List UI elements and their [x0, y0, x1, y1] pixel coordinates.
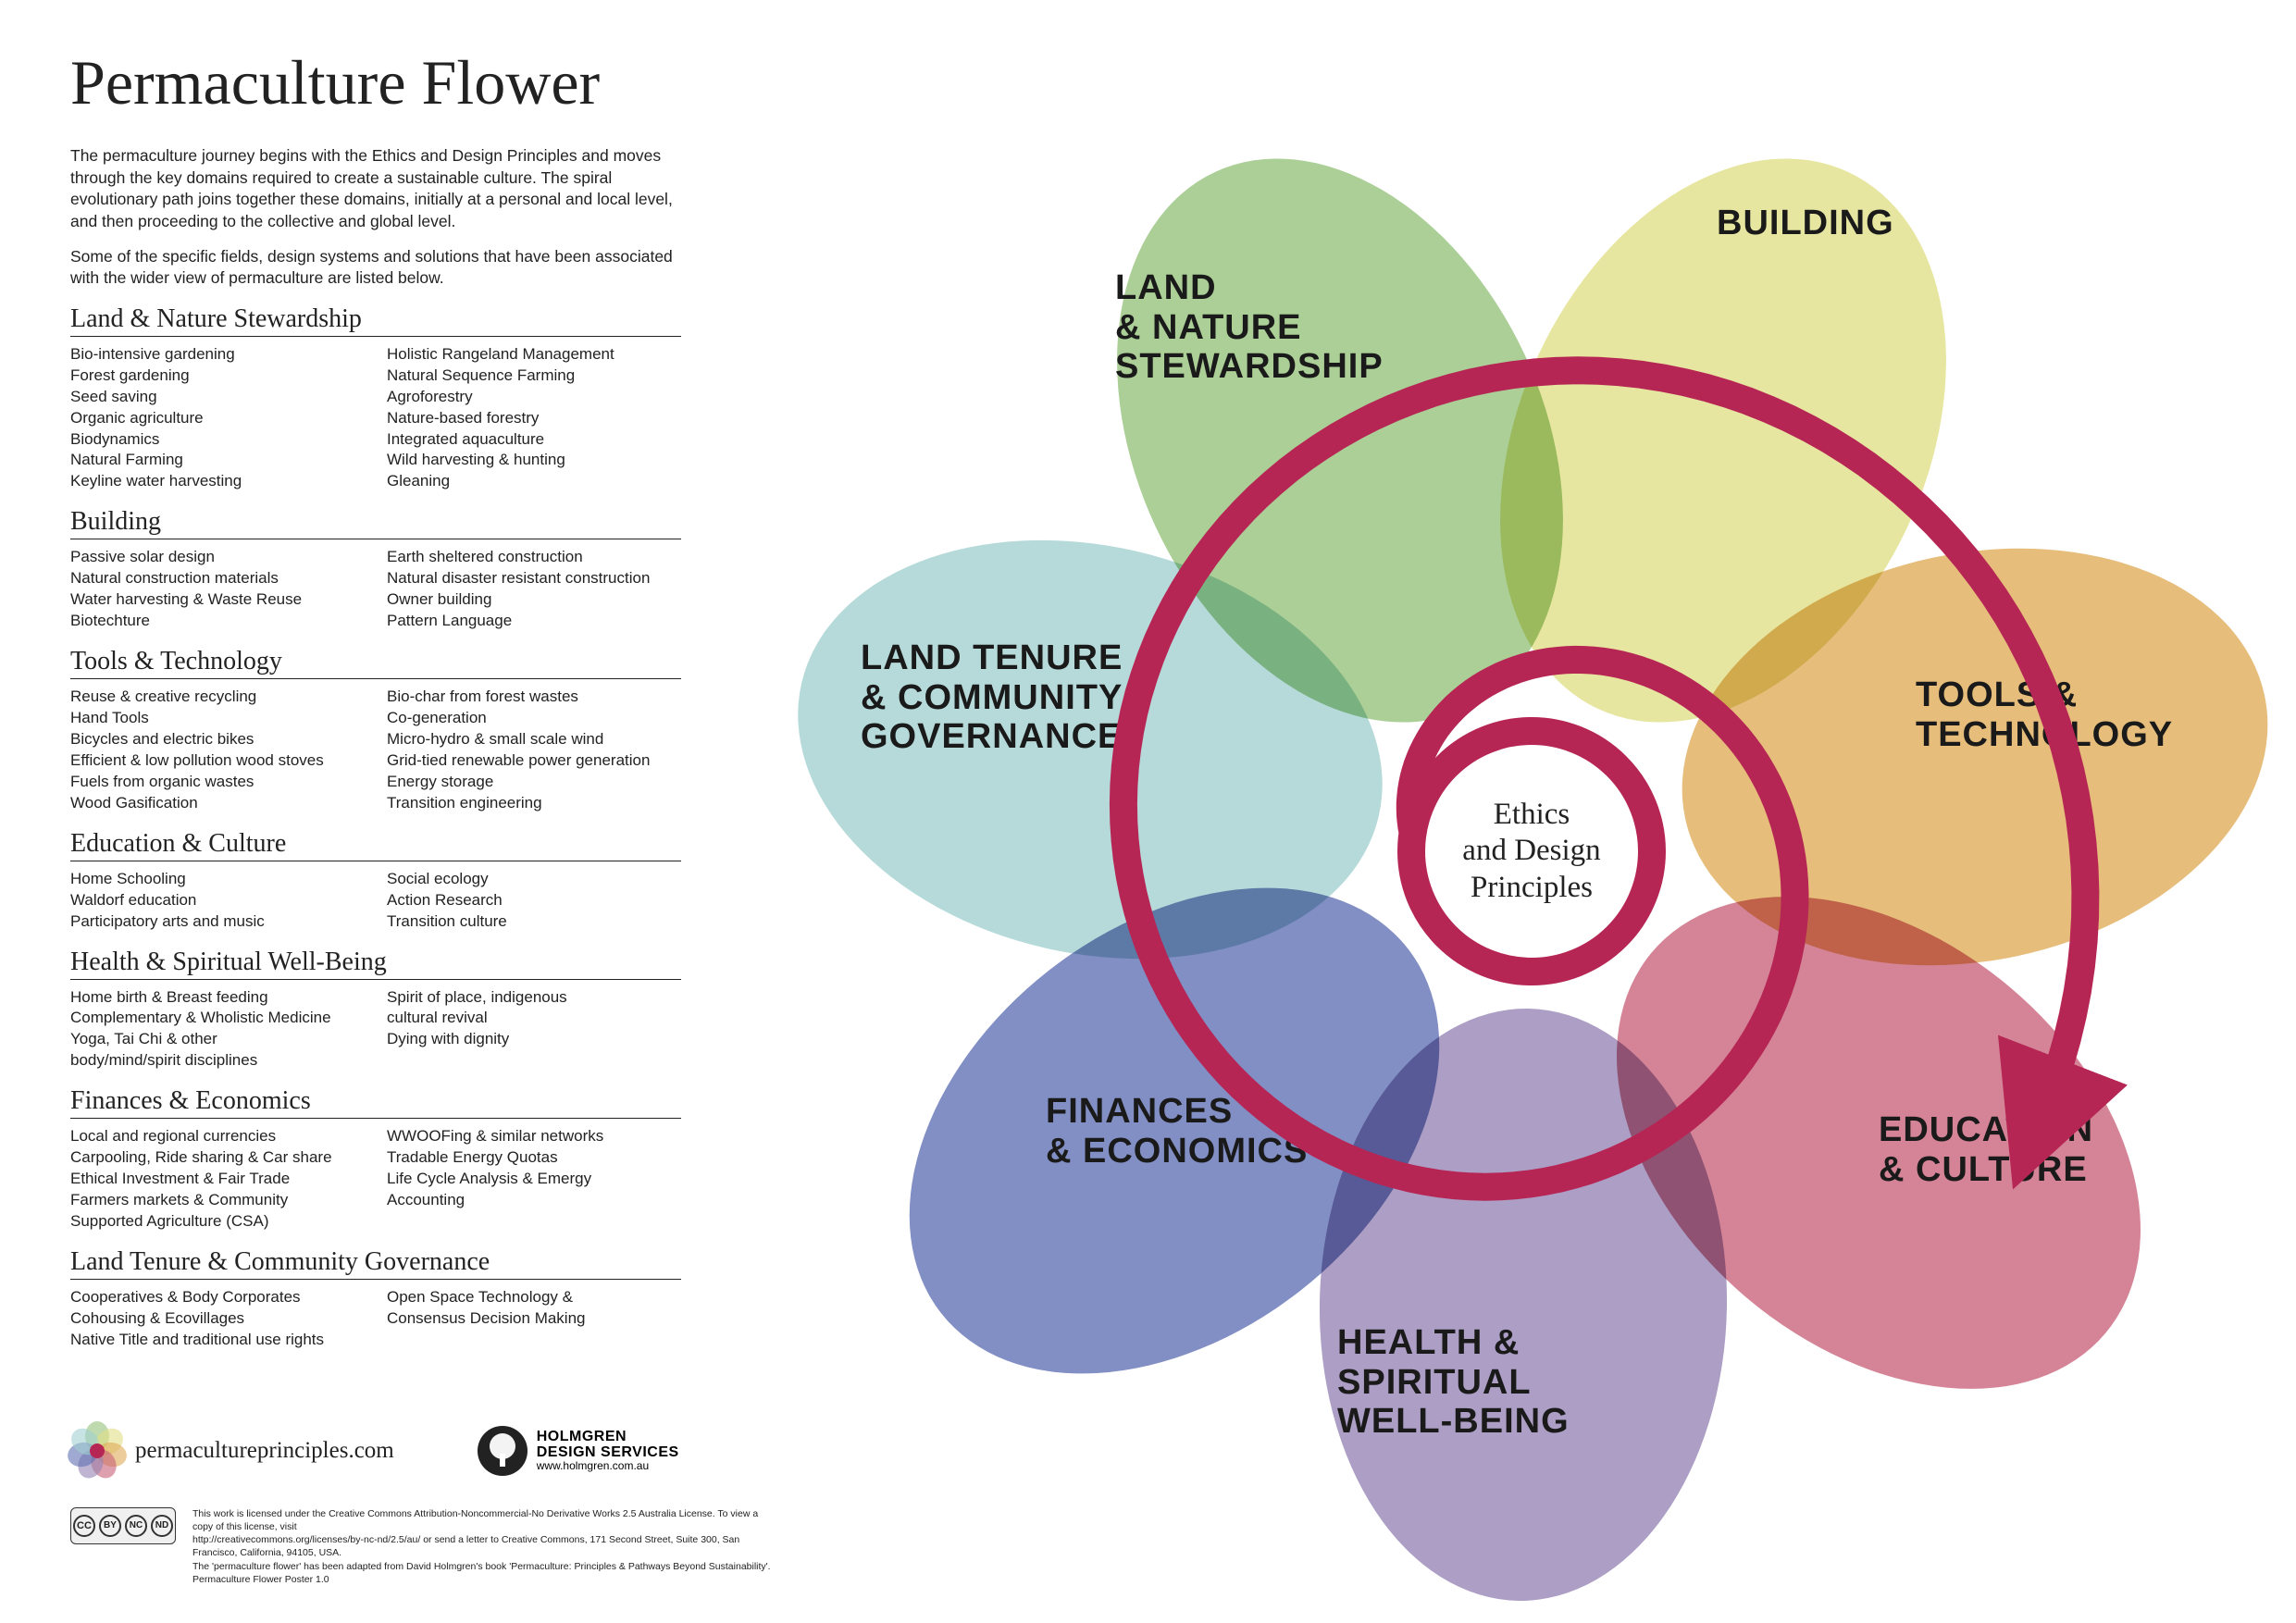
logo-holmgren: HOLMGREN DESIGN SERVICES www.holmgren.co… [478, 1426, 679, 1476]
petal-label: HEALTH & SPIRITUAL WELL-BEING [1337, 1323, 1570, 1442]
mini-flower-icon [70, 1424, 124, 1478]
section-col-2: Holistic Rangeland Management Natural Se… [387, 344, 681, 493]
section-columns: Cooperatives & Body Corporates Cohousing… [70, 1287, 681, 1351]
intro-paragraph-2: Some of the specific fields, design syst… [70, 246, 681, 290]
section-col-1: Reuse & creative recycling Hand Tools Bi… [70, 687, 365, 814]
section-columns: Bio-intensive gardening Forest gardening… [70, 344, 681, 493]
footer: permacultureprinciples.com HOLMGREN DESI… [70, 1424, 774, 1586]
section-col-2: Social ecology Action Research Transitio… [387, 869, 681, 933]
petal-label: LAND & NATURE STEWARDSHIP [1115, 268, 1384, 387]
logo-pf-text: permacultureprinciples.com [135, 1438, 394, 1464]
center-label: Ethics and Design Principles [1462, 797, 1600, 907]
sections-list: Land & Nature Stewardship Bio-intensive g… [70, 304, 681, 1351]
section-title: Tools & Technology [70, 647, 681, 679]
section-title: Finances & Economics [70, 1086, 681, 1119]
petal-label: BUILDING [1717, 204, 1894, 243]
section-col-1: Home Schooling Waldorf education Partici… [70, 869, 365, 933]
page-title: Permaculture Flower [70, 46, 681, 119]
hds-line2: DESIGN SERVICES [537, 1445, 679, 1461]
section-col-1: Home birth & Breast feeding Complementar… [70, 987, 365, 1072]
hds-line1: HOLMGREN [537, 1430, 679, 1445]
section-title: Land Tenure & Community Governance [70, 1247, 681, 1280]
section-col-2: Spirit of place, indigenous cultural rev… [387, 987, 681, 1072]
petal-label: FINANCES & ECONOMICS [1046, 1092, 1308, 1171]
section-title: Education & Culture [70, 829, 681, 861]
left-column: Permaculture Flower The permaculture jou… [70, 46, 681, 1351]
petal-label: TOOLS & TECHNOLOGY [1916, 675, 2173, 754]
section-col-1: Bio-intensive gardening Forest gardening… [70, 344, 365, 493]
section-col-1: Cooperatives & Body Corporates Cohousing… [70, 1287, 365, 1351]
section-col-2: Earth sheltered construction Natural dis… [387, 547, 681, 632]
section-col-2: WWOOFing & similar networks Tradable Ene… [387, 1126, 681, 1233]
section-col-2: Bio-char from forest wastes Co-generatio… [387, 687, 681, 814]
section-columns: Passive solar design Natural constructio… [70, 547, 681, 632]
section-title: Building [70, 507, 681, 539]
section-columns: Reuse & creative recycling Hand Tools Bi… [70, 687, 681, 814]
section-title: Health & Spiritual Well-Being [70, 948, 681, 980]
intro-paragraph-1: The permaculture journey begins with the… [70, 145, 681, 233]
flower-center: Ethics and Design Principles [1439, 759, 1624, 944]
section-columns: Home birth & Breast feeding Complementar… [70, 987, 681, 1072]
logo-permaculture-principles: permacultureprinciples.com [70, 1424, 394, 1478]
section-title: Land & Nature Stewardship [70, 304, 681, 337]
section-columns: Home Schooling Waldorf education Partici… [70, 869, 681, 933]
flower-diagram: Ethics and Design Principles LAND & NATU… [740, 46, 2258, 1564]
hds-url: www.holmgren.com.au [537, 1460, 679, 1472]
tree-icon [478, 1426, 527, 1476]
petal-label: LAND TENURE & COMMUNITY GOVERNANCE [861, 638, 1123, 757]
section-col-2: Open Space Technology & Consensus Decisi… [387, 1287, 681, 1351]
cc-badge-icon: CC BY NC ND [70, 1507, 176, 1544]
section-columns: Local and regional currencies Carpooling… [70, 1126, 681, 1233]
section-col-1: Passive solar design Natural constructio… [70, 547, 365, 632]
section-col-1: Local and regional currencies Carpooling… [70, 1126, 365, 1233]
license-text: This work is licensed under the Creative… [192, 1507, 774, 1586]
petal-label: EDUCATION & CULTURE [1879, 1110, 2093, 1189]
